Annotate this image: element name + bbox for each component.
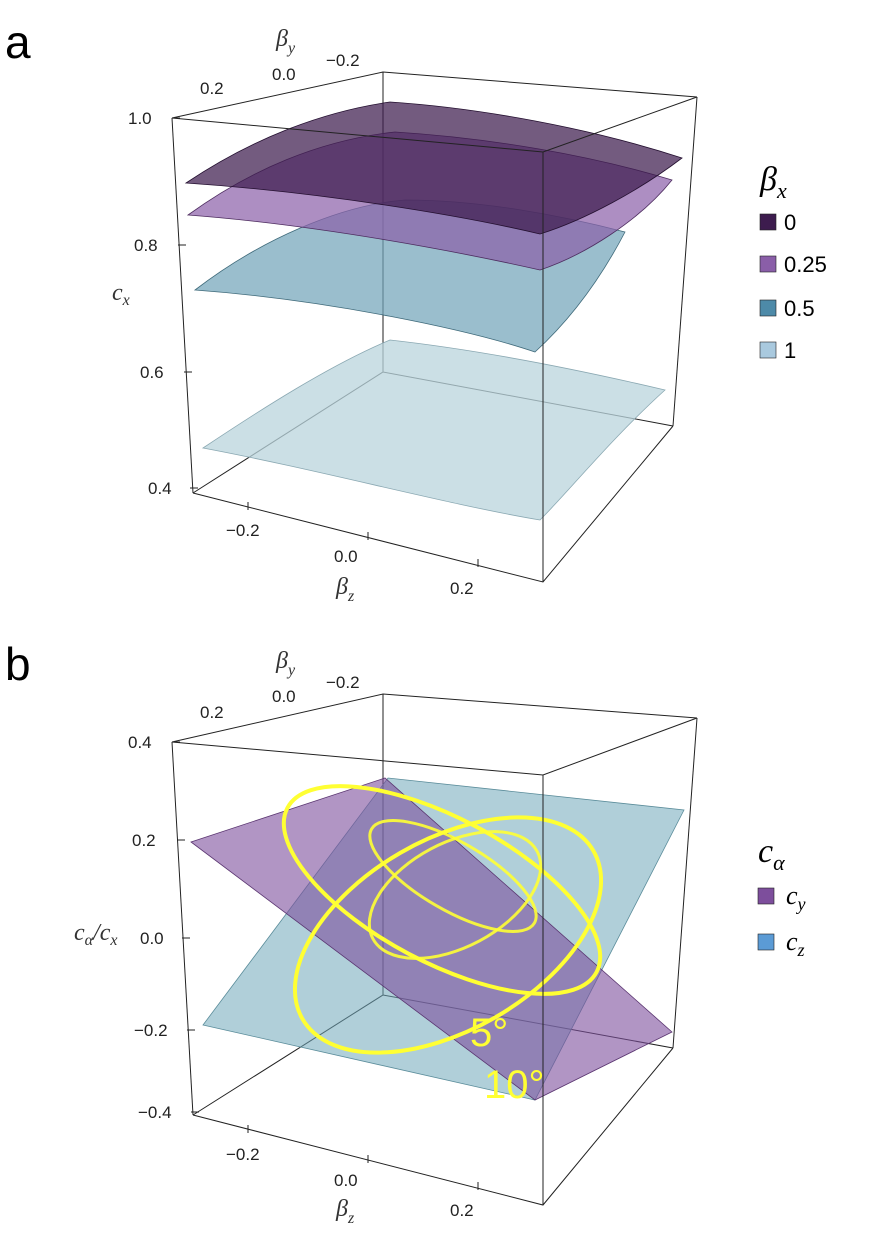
box-bottom-front-edges: [192, 425, 674, 583]
panel-b: b 5° 10°: [5, 638, 806, 1227]
annotation-10deg: 10°: [484, 1063, 545, 1107]
b-ytick-1: 0.0: [272, 687, 296, 706]
legend-a-label-3: 1: [784, 338, 796, 363]
b-ztick-3: −0.2: [134, 1021, 168, 1040]
a-ztick-0: 1.0: [128, 109, 152, 128]
box-right-vertical: [672, 96, 698, 427]
legend-a-swatch-3: [759, 341, 777, 359]
legend-a-label-2: 0.5: [784, 296, 815, 321]
b-zlabel: cα/cx: [74, 920, 118, 949]
panel-b-label: b: [5, 638, 31, 690]
a-ytick-0: 0.2: [200, 79, 224, 98]
panel-b-ellipses: [281, 784, 604, 1055]
b-xtick-2: 0.2: [450, 1201, 474, 1220]
ellipse-10deg-a: [292, 815, 604, 1055]
a-ztick-1: 0.8: [134, 236, 158, 255]
legend-a-swatch-1: [759, 255, 777, 273]
a-ztick-2: 0.6: [140, 363, 164, 382]
panel-a-surfaces: [184, 101, 683, 521]
surface-cy: [190, 777, 673, 1101]
b-xlabel: βz: [335, 1196, 355, 1227]
a-ztick-3: 0.4: [148, 479, 172, 498]
legend-b-label-cz: cz: [786, 927, 805, 960]
a-xlabel: βz: [335, 574, 355, 605]
legend-b-swatch-cz: [757, 933, 775, 951]
legend-b-label-cy: cy: [786, 881, 806, 914]
legend-b: cα cy cz: [757, 833, 806, 960]
panel-b-front-edges: [171, 717, 698, 1206]
panel-b-surfaces: [190, 777, 685, 1101]
panel-a: a: [5, 16, 827, 605]
box-b-top-back-edges: [171, 693, 698, 743]
a-zlabel: cx: [112, 280, 130, 309]
surface-betax-0: [184, 101, 683, 235]
panel-b-ticks: [172, 741, 479, 1190]
a-xtick-1: 0.0: [334, 547, 358, 566]
panel-a-front-edges: [171, 96, 698, 583]
box-left-vertical: [171, 117, 194, 494]
a-ytick-1: 0.0: [272, 65, 296, 84]
surface-betax-1: [201, 339, 666, 521]
b-ztick-2: 0.0: [140, 929, 164, 948]
legend-a-swatch-2: [759, 299, 777, 317]
box-b-right-vertical: [672, 717, 698, 1049]
b-ztick-0: 0.4: [128, 733, 152, 752]
legend-a-swatch-0: [759, 213, 777, 231]
legend-a-title: βx: [759, 161, 787, 203]
panel-a-ticks: [172, 117, 479, 567]
b-ztick-1: 0.2: [132, 831, 156, 850]
a-xtick-0: −0.2: [226, 521, 260, 540]
b-xtick-1: 0.0: [334, 1171, 358, 1190]
box-b-bottom-front-edges: [192, 1047, 674, 1206]
legend-b-swatch-cy: [757, 887, 775, 905]
b-ytick-2: −0.2: [326, 673, 360, 692]
box-b-left-vertical: [171, 741, 194, 1116]
b-ztick-4: −0.4: [138, 1103, 172, 1122]
panel-a-label: a: [5, 16, 31, 68]
a-xtick-2: 0.2: [450, 579, 474, 598]
b-ytick-0: 0.2: [200, 703, 224, 722]
legend-a-label-1: 0.25: [784, 252, 827, 277]
legend-a-label-0: 0: [784, 210, 796, 235]
legend-a: βx 0 0.25 0.5 1: [759, 161, 827, 363]
box-b-top-front-edges: [171, 717, 698, 776]
ellipse-10deg-b: [281, 784, 603, 996]
legend-b-title: cα: [758, 833, 785, 875]
ellipse-5deg-a: [367, 830, 543, 960]
a-ylabel: βy: [275, 26, 296, 57]
b-ylabel: βy: [275, 648, 296, 679]
annotation-5deg: 5°: [470, 1011, 508, 1055]
b-xtick-0: −0.2: [226, 1145, 260, 1164]
ellipse-5deg-b: [368, 819, 538, 933]
a-ytick-2: −0.2: [326, 51, 360, 70]
